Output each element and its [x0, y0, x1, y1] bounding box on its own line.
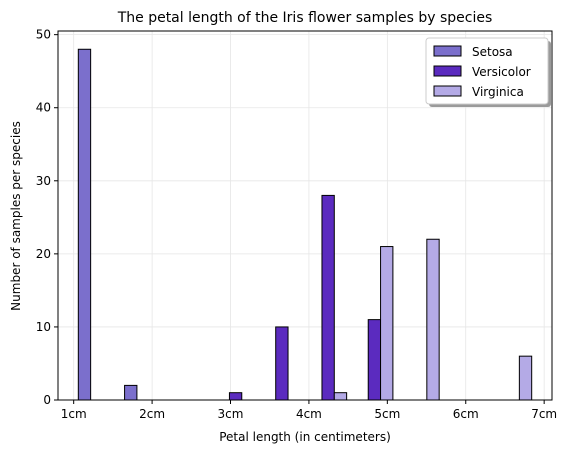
x-tick-label-3: 4cm — [296, 407, 322, 421]
bars — [77, 48, 533, 401]
bar-virginica-5 — [333, 392, 348, 401]
y-tick-label-0: 0 — [43, 393, 51, 407]
legend-label-setosa: Setosa — [472, 45, 513, 59]
x-tick-label-1: 2cm — [139, 407, 165, 421]
legend-label-virginica: Virginica — [472, 85, 524, 99]
x-tick-label-6: 7cm — [531, 407, 557, 421]
legend-swatch-versicolor — [433, 65, 462, 77]
bar-versicolor-4 — [275, 326, 289, 401]
x-axis-label: Petal length (in centimeters) — [219, 430, 391, 444]
bar-versicolor-6 — [367, 319, 382, 401]
x-tick-label-2: 3cm — [218, 407, 244, 421]
y-tick-label-3: 30 — [36, 174, 51, 188]
legend-label-versicolor: Versicolor — [472, 65, 531, 79]
chart-title: The petal length of the Iris flower samp… — [117, 10, 493, 26]
bar-virginica-7 — [426, 238, 440, 401]
y-tick-label-5: 50 — [36, 28, 51, 42]
legend-swatch-virginica — [433, 85, 462, 97]
x-tick-label-0: 1cm — [61, 407, 87, 421]
bar-versicolor-3 — [228, 392, 243, 401]
bar-setosa-0 — [77, 48, 92, 401]
x-tick-label-5: 6cm — [453, 407, 479, 421]
x-axis: 1cm 2cm 3cm 4cm 5cm 6cm 7cm — [61, 400, 557, 421]
bar-versicolor-5 — [321, 194, 335, 401]
y-tick-label-2: 20 — [36, 247, 51, 261]
bar-setosa-1 — [124, 384, 138, 401]
plot-frame — [57, 30, 553, 401]
legend-swatch-setosa — [433, 45, 462, 57]
y-tick-label-1: 10 — [36, 320, 51, 334]
legend: Setosa Versicolor Virginica — [425, 37, 551, 107]
y-axis-label: Number of samples per species — [9, 121, 23, 311]
bar-virginica-6 — [380, 246, 394, 401]
y-axis: 0 10 20 30 40 50 — [36, 28, 58, 407]
y-tick-label-4: 40 — [36, 101, 51, 115]
x-tick-label-4: 5cm — [374, 407, 400, 421]
bar-virginica-9 — [518, 355, 533, 401]
